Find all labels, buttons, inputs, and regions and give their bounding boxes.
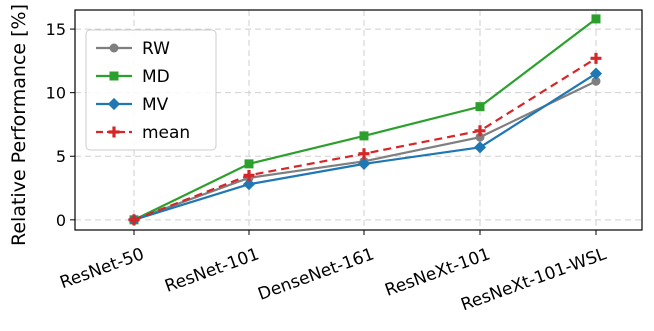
legend-label: RW	[142, 39, 170, 59]
data-point	[591, 14, 601, 24]
data-point	[474, 125, 486, 137]
data-point	[475, 132, 485, 142]
y-tick-label: 15	[46, 20, 66, 39]
legend-marker	[108, 126, 120, 138]
y-tick-label: 10	[46, 84, 66, 103]
data-point	[591, 76, 601, 86]
legend-item: MV	[96, 95, 169, 115]
legend-marker	[107, 97, 121, 111]
x-tick-label: ResNet-101	[162, 244, 262, 297]
data-point	[589, 67, 603, 80]
legend-item: MD	[96, 67, 170, 87]
data-point	[244, 159, 254, 169]
y-tick-label: 5	[56, 147, 66, 166]
data-point	[357, 157, 371, 170]
legend-box	[85, 29, 217, 151]
legend-label: MD	[142, 67, 170, 87]
data-point	[359, 131, 369, 141]
data-point	[243, 169, 255, 181]
y-axis-label: Relative Performance [%]	[8, 4, 30, 246]
legend-marker	[109, 71, 119, 81]
data-point	[590, 52, 602, 64]
legend-item: RW	[96, 39, 170, 59]
data-point	[358, 148, 370, 160]
series-layer	[127, 14, 603, 226]
legend-item: mean	[96, 123, 190, 143]
data-point	[242, 178, 256, 191]
legend-label: mean	[142, 123, 190, 143]
series-mean	[128, 52, 602, 226]
legend-label: MV	[142, 95, 169, 115]
data-point	[128, 214, 140, 226]
x-tick-label: DenseNet-161	[255, 244, 377, 305]
series-mv	[127, 67, 603, 226]
plot-frame	[74, 9, 643, 231]
y-tick-label: 0	[56, 211, 66, 230]
legend-marker	[109, 43, 119, 53]
legend: RW MD MV mean	[85, 29, 217, 151]
x-tick-label: ResNet-50	[57, 244, 147, 293]
data-point	[475, 102, 485, 112]
data-point	[473, 141, 487, 154]
